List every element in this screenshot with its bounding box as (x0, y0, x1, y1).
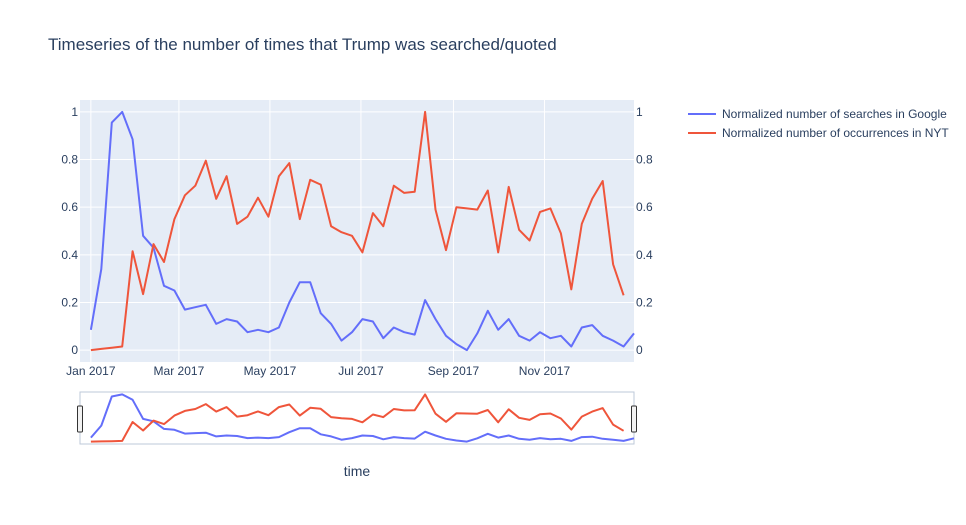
x-axis-title: time (344, 463, 371, 479)
range-slider-lines (90, 393, 635, 443)
series-line-2 (90, 110, 625, 352)
slider-handle-left[interactable] (77, 405, 83, 433)
y-tick-label-left: 0.6 (61, 200, 78, 214)
y-tick-label-left: 1 (71, 105, 78, 119)
legend-label[interactable]: Normalized number of searches in Google (722, 107, 947, 121)
y-tick-label-left: 0.4 (61, 248, 78, 262)
slider-series-line-1 (90, 393, 635, 443)
y-tick-label-right: 0.6 (636, 200, 653, 214)
chart-title: Timeseries of the number of times that T… (48, 35, 557, 54)
x-axis: Jan 2017 Mar 2017 May 2017 Jul 2017 Sep 2017… (66, 364, 570, 378)
slider-handle-right[interactable] (631, 405, 637, 433)
series-line-1 (89, 110, 635, 352)
y-tick-label-right: 0.2 (636, 295, 653, 309)
x-tick-label: Sep 2017 (428, 364, 480, 378)
y-tick-label-right: 1 (636, 105, 643, 119)
x-tick-label: Jan 2017 (66, 364, 116, 378)
x-tick-label: May 2017 (244, 364, 297, 378)
legend-label[interactable]: Normalized number of occurrences in NYT (722, 126, 949, 140)
slider-series-line-2 (90, 393, 625, 443)
y-axis-left: 0 0.2 0.4 0.6 0.8 1 (61, 105, 78, 357)
x-tick-label: Jul 2017 (338, 364, 384, 378)
legend: Normalized number of searches in Google N… (688, 107, 949, 140)
x-tick-label: Mar 2017 (154, 364, 205, 378)
y-tick-label-left: 0.8 (61, 153, 78, 167)
y-axis-right: 0 0.2 0.4 0.6 0.8 1 (636, 105, 653, 357)
range-slider-handles[interactable] (77, 405, 637, 433)
y-tick-label-right: 0.8 (636, 153, 653, 167)
x-tick-label: Nov 2017 (519, 364, 571, 378)
series-lines (89, 110, 635, 352)
y-tick-label-left: 0 (71, 343, 78, 357)
y-tick-label-right: 0 (636, 343, 643, 357)
plot-area (80, 100, 634, 362)
y-tick-label-left: 0.2 (61, 295, 78, 309)
grid (80, 100, 634, 362)
y-tick-label-right: 0.4 (636, 248, 653, 262)
